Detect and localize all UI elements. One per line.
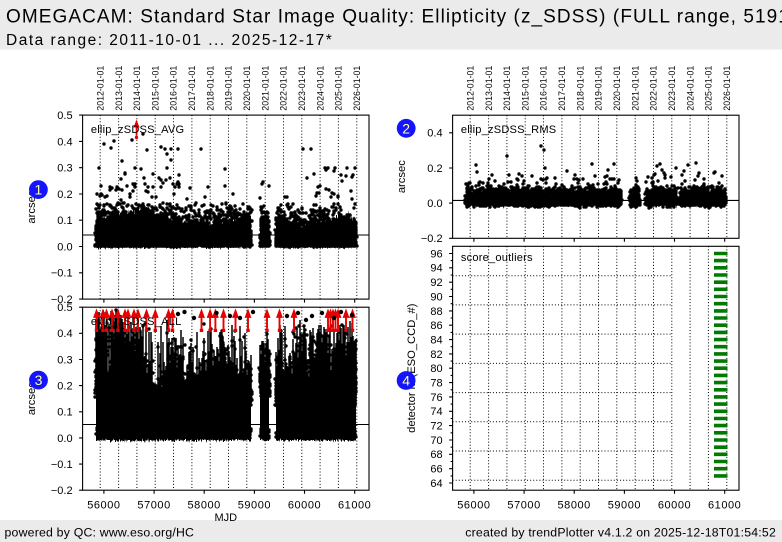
svg-text:2024-01-01: 2024-01-01 bbox=[315, 66, 325, 111]
svg-text:ellip_zSDSS_RMS: ellip_zSDSS_RMS bbox=[461, 124, 556, 136]
svg-text:0.4: 0.4 bbox=[57, 136, 72, 148]
svg-text:2017-01-01: 2017-01-01 bbox=[557, 66, 567, 111]
svg-text:3: 3 bbox=[35, 372, 43, 388]
svg-text:90: 90 bbox=[430, 291, 442, 303]
svg-text:0.0: 0.0 bbox=[427, 198, 442, 210]
svg-text:0.2: 0.2 bbox=[57, 381, 72, 393]
svg-text:2026-01-01: 2026-01-01 bbox=[722, 66, 732, 111]
svg-text:2019-01-01: 2019-01-01 bbox=[224, 66, 234, 111]
svg-text:0.0: 0.0 bbox=[57, 433, 72, 445]
svg-text:94: 94 bbox=[430, 263, 442, 275]
svg-text:4: 4 bbox=[402, 373, 410, 389]
svg-text:−0.1: −0.1 bbox=[51, 459, 73, 471]
svg-text:58000: 58000 bbox=[558, 499, 591, 511]
svg-text:−0.2: −0.2 bbox=[51, 485, 73, 497]
svg-text:57000: 57000 bbox=[137, 499, 170, 511]
svg-text:0.4: 0.4 bbox=[427, 128, 442, 140]
svg-text:2024-01-01: 2024-01-01 bbox=[685, 66, 695, 111]
svg-text:−0.1: −0.1 bbox=[51, 268, 73, 280]
svg-text:72: 72 bbox=[430, 421, 442, 433]
svg-text:2: 2 bbox=[402, 120, 410, 136]
svg-text:56000: 56000 bbox=[87, 499, 120, 511]
svg-text:2022-01-01: 2022-01-01 bbox=[649, 66, 659, 111]
svg-text:2021-01-01: 2021-01-01 bbox=[260, 66, 270, 111]
svg-text:0.4: 0.4 bbox=[57, 328, 72, 340]
svg-text:96: 96 bbox=[430, 248, 442, 260]
svg-text:2014-01-01: 2014-01-01 bbox=[502, 66, 512, 111]
svg-text:2018-01-01: 2018-01-01 bbox=[205, 66, 215, 111]
svg-text:57000: 57000 bbox=[507, 499, 540, 511]
svg-text:ellip_zSDSS_AVG: ellip_zSDSS_AVG bbox=[91, 124, 184, 136]
svg-text:powered by QC: www.eso.org/HC: powered by QC: www.eso.org/HC bbox=[5, 526, 195, 540]
svg-text:0.1: 0.1 bbox=[57, 407, 72, 419]
svg-text:0.0: 0.0 bbox=[57, 241, 72, 253]
svg-text:0.5: 0.5 bbox=[57, 302, 72, 314]
svg-text:60000: 60000 bbox=[288, 499, 321, 511]
svg-text:82: 82 bbox=[430, 349, 442, 361]
svg-text:arcsec: arcsec bbox=[396, 160, 408, 193]
svg-text:2026-01-01: 2026-01-01 bbox=[352, 66, 362, 111]
svg-text:68: 68 bbox=[430, 449, 442, 461]
svg-text:−0.2: −0.2 bbox=[421, 233, 443, 245]
svg-text:61000: 61000 bbox=[338, 499, 371, 511]
svg-text:created by trendPlotter v4.1.2: created by trendPlotter v4.1.2 on 2025-1… bbox=[465, 526, 776, 540]
svg-text:0.5: 0.5 bbox=[57, 110, 72, 122]
svg-text:2020-01-01: 2020-01-01 bbox=[612, 66, 622, 111]
svg-text:70: 70 bbox=[430, 435, 442, 447]
svg-text:0.2: 0.2 bbox=[57, 189, 72, 201]
svg-text:78: 78 bbox=[430, 378, 442, 390]
svg-text:64: 64 bbox=[430, 478, 442, 490]
svg-text:2022-01-01: 2022-01-01 bbox=[279, 66, 289, 111]
svg-text:2018-01-01: 2018-01-01 bbox=[575, 66, 585, 111]
svg-text:1: 1 bbox=[35, 182, 43, 198]
svg-text:2015-01-01: 2015-01-01 bbox=[150, 66, 160, 111]
svg-text:60000: 60000 bbox=[658, 499, 691, 511]
svg-text:0.2: 0.2 bbox=[427, 163, 442, 175]
svg-text:66: 66 bbox=[430, 464, 442, 476]
svg-text:2020-01-01: 2020-01-01 bbox=[242, 66, 252, 111]
svg-text:2017-01-01: 2017-01-01 bbox=[187, 66, 197, 111]
svg-text:MJD: MJD bbox=[214, 512, 237, 524]
svg-text:2021-01-01: 2021-01-01 bbox=[630, 66, 640, 111]
svg-text:56000: 56000 bbox=[457, 499, 490, 511]
svg-text:−0.2: −0.2 bbox=[51, 294, 73, 306]
svg-text:2019-01-01: 2019-01-01 bbox=[594, 66, 604, 111]
svg-text:2016-01-01: 2016-01-01 bbox=[169, 66, 179, 111]
svg-text:59000: 59000 bbox=[238, 499, 271, 511]
svg-text:86: 86 bbox=[430, 320, 442, 332]
svg-text:arcsec: arcsec bbox=[26, 190, 38, 223]
svg-text:76: 76 bbox=[430, 392, 442, 404]
svg-text:2023-01-01: 2023-01-01 bbox=[667, 66, 677, 111]
svg-text:80: 80 bbox=[430, 363, 442, 375]
svg-text:Data range: 2011-10-01 ... 202: Data range: 2011-10-01 ... 2025-12-17* bbox=[6, 32, 333, 49]
svg-text:2025-01-01: 2025-01-01 bbox=[334, 66, 344, 111]
svg-text:2014-01-01: 2014-01-01 bbox=[132, 66, 142, 111]
svg-text:0.3: 0.3 bbox=[57, 163, 72, 175]
svg-text:2012-01-01: 2012-01-01 bbox=[465, 66, 475, 111]
svg-text:2025-01-01: 2025-01-01 bbox=[704, 66, 714, 111]
svg-text:2013-01-01: 2013-01-01 bbox=[114, 66, 124, 111]
svg-text:score_outliers: score_outliers bbox=[461, 252, 533, 264]
svg-text:0.3: 0.3 bbox=[57, 354, 72, 366]
svg-text:92: 92 bbox=[430, 277, 442, 289]
svg-text:2015-01-01: 2015-01-01 bbox=[520, 66, 530, 111]
svg-text:2013-01-01: 2013-01-01 bbox=[484, 66, 494, 111]
svg-text:84: 84 bbox=[430, 335, 442, 347]
svg-text:0.1: 0.1 bbox=[57, 215, 72, 227]
svg-text:74: 74 bbox=[430, 406, 442, 418]
svg-text:61000: 61000 bbox=[708, 499, 741, 511]
svg-text:2016-01-01: 2016-01-01 bbox=[539, 66, 549, 111]
svg-text:2012-01-01: 2012-01-01 bbox=[95, 66, 105, 111]
svg-text:detector id (ESO_CCD_#): detector id (ESO_CCD_#) bbox=[406, 303, 418, 433]
svg-text:2023-01-01: 2023-01-01 bbox=[297, 66, 307, 111]
svg-text:58000: 58000 bbox=[188, 499, 221, 511]
svg-text:OMEGACAM: Standard Star Image: OMEGACAM: Standard Star Image Quality: E… bbox=[6, 7, 782, 28]
svg-text:ellip_zSDSS_ALL: ellip_zSDSS_ALL bbox=[91, 316, 182, 328]
svg-text:59000: 59000 bbox=[608, 499, 641, 511]
svg-text:arcsec: arcsec bbox=[26, 382, 38, 415]
svg-text:88: 88 bbox=[430, 306, 442, 318]
